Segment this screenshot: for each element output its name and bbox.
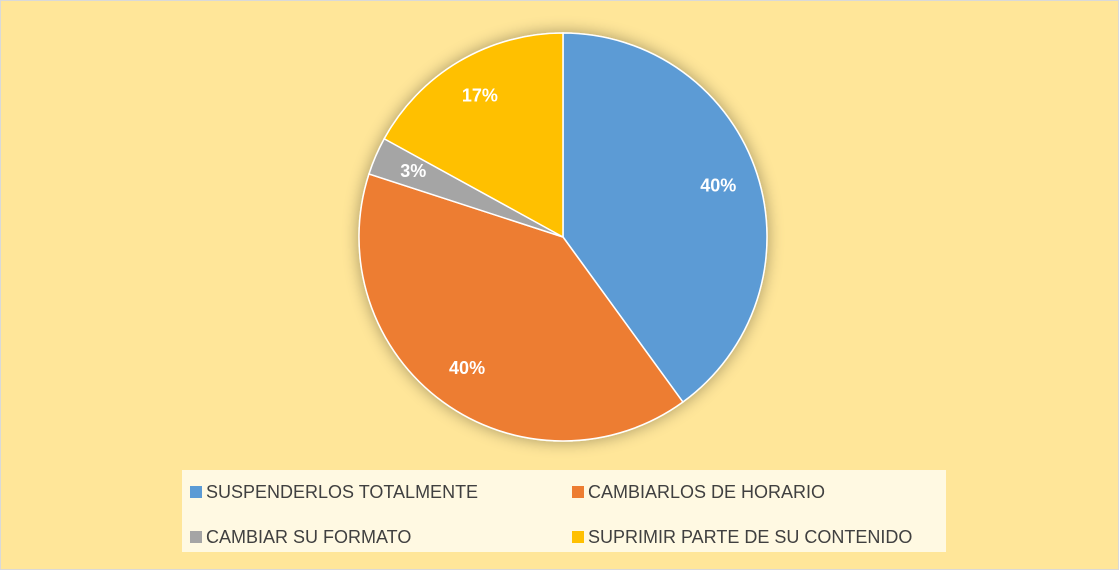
legend-swatch — [572, 486, 584, 498]
data-labels: 40% 40% 3% 17% — [400, 85, 736, 378]
legend-label: SUPRIMIR PARTE DE SU CONTENIDO — [588, 527, 912, 547]
legend-label: CAMBIAR SU FORMATO — [206, 527, 411, 547]
legend: SUSPENDERLOS TOTALMENTE CAMBIARLOS DE HOR… — [190, 482, 912, 547]
data-label: 3% — [400, 161, 426, 181]
legend-swatch — [190, 486, 202, 498]
legend-box — [182, 470, 946, 552]
data-label: 40% — [449, 358, 485, 378]
data-label: 40% — [700, 175, 736, 195]
data-label: 17% — [462, 85, 498, 105]
pie-slice — [358, 173, 684, 442]
legend-label: CAMBIARLOS DE HORARIO — [588, 482, 825, 502]
legend-swatch — [572, 531, 584, 543]
pie-slice — [383, 32, 564, 239]
legend-label: SUSPENDERLOS TOTALMENTE — [206, 482, 478, 502]
pie — [358, 32, 768, 442]
legend-swatch — [190, 531, 202, 543]
pie-slice — [562, 32, 768, 404]
